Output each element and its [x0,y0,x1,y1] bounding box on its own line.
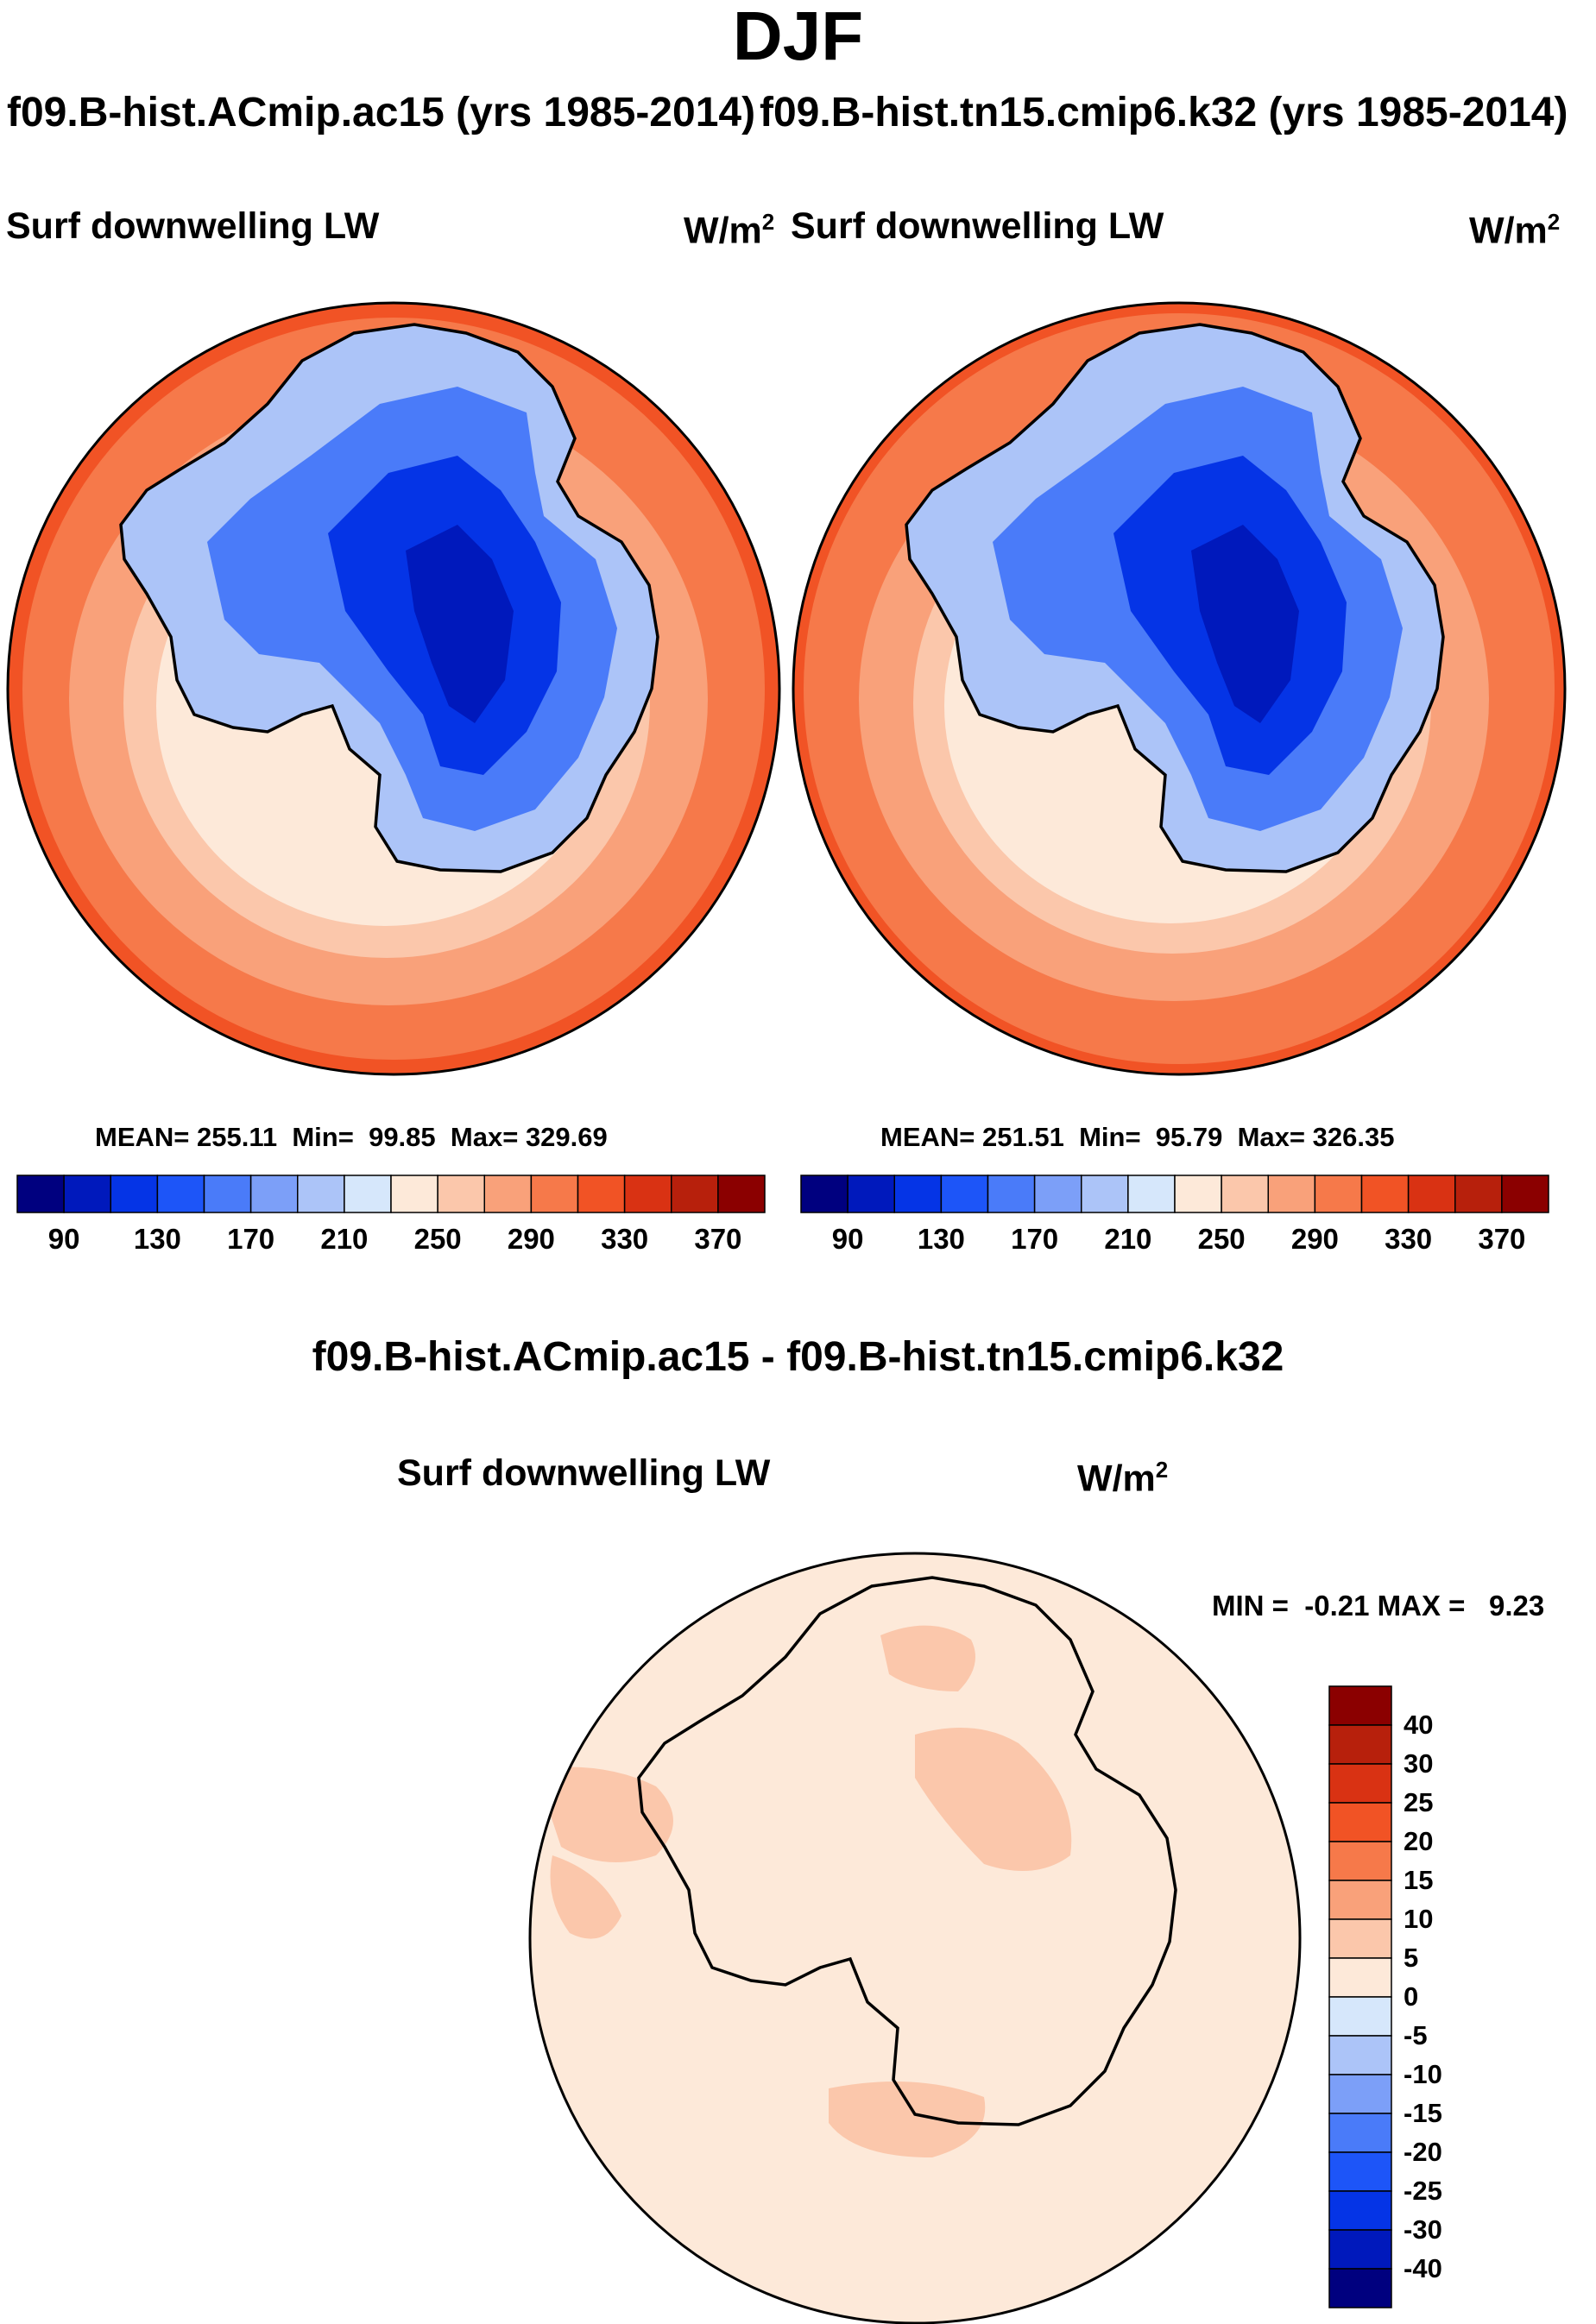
right-case-title: f09.B-hist.tn15.cmip6.k32 (yrs 1985-2014… [760,90,1568,135]
colorbar-swatch [623,1175,672,1213]
colorbar-swatch [203,1175,252,1213]
colorbar-swatch [1328,2113,1392,2153]
tick-label: 130 [917,1223,965,1255]
colorbar-swatch [249,1175,299,1213]
colorbar-swatch [437,1175,485,1213]
tick-label: 330 [601,1223,649,1255]
tick-label: 20 [1404,1826,1434,1856]
tick-label: 290 [1290,1223,1339,1255]
colorbar-swatch [1328,2229,1392,2270]
colorbar-swatch [1407,1175,1456,1213]
colorbar-swatch [1328,2268,1392,2308]
colorbar-swatch [1033,1175,1082,1213]
difference-title: f09.B-hist.ACmip.ac15 - f09.B-hist.tn15.… [312,1334,1284,1380]
tick-label: 10 [1404,1904,1434,1934]
colorbar-swatch [110,1175,159,1213]
tick-label: 170 [1011,1223,1059,1255]
right-units-label: W/m2 [1469,209,1561,252]
tick-label: 25 [1404,1787,1434,1817]
right-colorbar [800,1175,1549,1213]
colorbar-swatch [800,1175,848,1213]
tick-label: -25 [1404,2176,1442,2206]
tick-label: 90 [47,1223,80,1255]
tick-label: 250 [1197,1223,1246,1255]
colorbar-swatch [1328,2074,1392,2114]
colorbar-swatch [1328,2151,1392,2192]
tick-label: -15 [1404,2098,1442,2128]
left-stats: MEAN= 255.11 Min= 99.85 Max= 329.69 [95,1122,608,1152]
tick-label: -5 [1404,2020,1428,2050]
colorbar-swatch [1328,1685,1392,1726]
tick-label: 15 [1404,1865,1434,1895]
tick-label: -10 [1404,2059,1442,2089]
colorbar-swatch [483,1175,533,1213]
tick-label: -30 [1404,2214,1442,2245]
colorbar-swatch [1328,1841,1392,1881]
left-polar-map [6,301,781,1076]
colorbar-swatch [63,1175,111,1213]
colorbar-swatch [1454,1175,1503,1213]
colorbar-swatch [577,1175,626,1213]
colorbar-swatch [1314,1175,1363,1213]
tick-label: 210 [1104,1223,1152,1255]
difference-polar-map [528,1552,1302,2324]
tick-label: 290 [507,1223,555,1255]
tick-label: 250 [413,1223,462,1255]
left-variable-label: Surf downwelling LW [6,205,380,247]
colorbar-swatch [847,1175,895,1213]
tick-label: 170 [227,1223,275,1255]
tick-label: 0 [1404,1981,1419,2012]
colorbar-swatch [1221,1175,1269,1213]
tick-label: 5 [1404,1943,1419,1973]
tick-label: -40 [1404,2253,1442,2283]
tick-label: 40 [1404,1710,1434,1740]
colorbar-swatch [1328,1996,1392,2037]
colorbar-swatch [1328,2190,1392,2231]
colorbar-swatch [390,1175,438,1213]
figure-title: DJF [732,0,864,74]
colorbar-swatch [1328,1724,1392,1765]
right-stats: MEAN= 251.51 Min= 95.79 Max= 326.35 [880,1122,1395,1152]
colorbar-swatch [717,1175,766,1213]
colorbar-swatch [1328,1802,1392,1842]
colorbar-swatch [530,1175,579,1213]
colorbar-swatch [1501,1175,1549,1213]
difference-colorbar [1328,1685,1392,2308]
left-colorbar [16,1175,766,1213]
colorbar-swatch [156,1175,205,1213]
colorbar-swatch [893,1175,943,1213]
colorbar-swatch [1174,1175,1222,1213]
colorbar-swatch [344,1175,392,1213]
left-case-title: f09.B-hist.ACmip.ac15 (yrs 1985-2014) [7,90,756,135]
colorbar-swatch [16,1175,65,1213]
right-variable-label: Surf downwelling LW [791,205,1164,247]
left-units-label: W/m2 [684,209,775,252]
tick-label: 90 [831,1223,864,1255]
tick-label: 330 [1385,1223,1433,1255]
colorbar-swatch [1267,1175,1316,1213]
tick-label: 370 [694,1223,742,1255]
colorbar-swatch [1360,1175,1410,1213]
difference-variable-label: Surf downwelling LW [397,1452,771,1494]
colorbar-swatch [297,1175,345,1213]
colorbar-swatch [1328,1918,1392,1959]
colorbar-swatch [1127,1175,1176,1213]
tick-label: -20 [1404,2137,1442,2167]
difference-min-max: MIN = -0.21 MAX = 9.23 [1212,1590,1545,1622]
tick-label: 30 [1404,1748,1434,1779]
colorbar-swatch [940,1175,989,1213]
colorbar-swatch [671,1175,719,1213]
colorbar-swatch [1328,1957,1392,1998]
colorbar-swatch [987,1175,1036,1213]
colorbar-swatch [1328,2035,1392,2075]
tick-label: 130 [133,1223,181,1255]
tick-label: 370 [1478,1223,1526,1255]
colorbar-swatch [1081,1175,1129,1213]
difference-units-label: W/m2 [1077,1457,1169,1500]
right-polar-map [792,301,1567,1076]
tick-label: 210 [320,1223,369,1255]
colorbar-swatch [1328,1880,1392,1920]
colorbar-swatch [1328,1763,1392,1804]
